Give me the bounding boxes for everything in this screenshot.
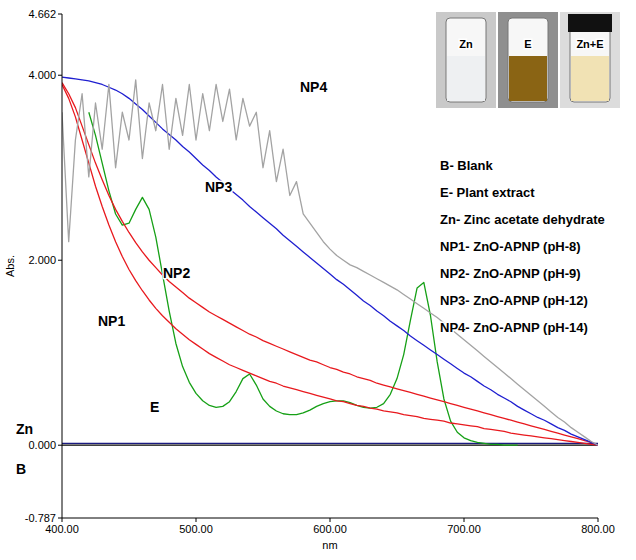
series-label: NP3 [205, 179, 232, 195]
vial [508, 18, 548, 102]
y-tick [58, 75, 62, 76]
series-label: Zn [16, 421, 33, 437]
key-line: NP2- ZnO-APNP (pH-9) [440, 266, 581, 281]
y-axis-title: Abs. [4, 255, 16, 277]
x-tick-label: 700.00 [447, 523, 481, 535]
series-label: NP1 [98, 313, 125, 329]
x-tick-label: 800.00 [581, 523, 615, 535]
key-line: B- Blank [440, 158, 494, 173]
y-tick-label: 0.000 [28, 439, 56, 451]
x-axis-title: nm [322, 539, 337, 551]
key-text: B- Blank E- Plant extract Zn- Zinc acetate… [440, 158, 605, 335]
y-tick-label: 4.000 [28, 69, 56, 81]
x-tick [330, 518, 331, 522]
y-tick-label: 4.662 [28, 8, 56, 20]
spectrum-line [62, 84, 598, 445]
x-tick-label: 400.00 [45, 523, 79, 535]
y-tick [58, 14, 62, 15]
spectrum-line [62, 80, 598, 445]
y-tick [58, 260, 62, 261]
vial-liquid [571, 56, 609, 101]
inset-label: Zn+E [576, 38, 603, 50]
y-axis [62, 14, 63, 518]
vial [446, 18, 486, 102]
x-tick-label: 600.00 [313, 523, 347, 535]
x-tick [598, 518, 599, 522]
spectrum-line [62, 443, 598, 444]
photo-panel [436, 12, 496, 108]
key-line: E- Plant extract [440, 185, 535, 200]
series-label: B [16, 461, 26, 477]
series-label: E [150, 399, 159, 415]
key-line: NP3- ZnO-APNP (pH-12) [440, 293, 588, 308]
series-labels: B Zn E NP1 NP2 NP3 NP4 [16, 79, 327, 477]
x-tick [464, 518, 465, 522]
key-line: NP4- ZnO-APNP (pH-14) [440, 320, 588, 335]
root: ZnEZn+E-0.7870.0002.0004.0004.662400.005… [0, 0, 636, 560]
spectrum-line [62, 83, 598, 446]
series-label: NP4 [300, 79, 327, 95]
chart: ZnEZn+E-0.7870.0002.0004.0004.662400.005… [0, 0, 636, 560]
photo-panel [498, 12, 558, 108]
vial-cap [568, 14, 612, 32]
key-line: NP1- ZnO-APNP (pH-8) [440, 239, 581, 254]
key-line: Zn- Zinc acetate dehydrate [440, 212, 605, 227]
inset-photo: Zn E Zn+E [436, 12, 620, 108]
y-tick [58, 445, 62, 446]
axes: -0.7870.0002.0004.0004.662400.00500.0060… [25, 8, 615, 535]
inset-label: E [524, 38, 531, 50]
photo-panel [560, 12, 620, 108]
y-tick [58, 518, 62, 519]
vial-liquid [447, 56, 485, 101]
x-tick [62, 518, 63, 522]
y-tick-label: 2.000 [28, 254, 56, 266]
lines [62, 77, 598, 445]
x-tick-label: 500.00 [179, 523, 213, 535]
series-label: NP2 [163, 265, 190, 281]
vial-liquid [509, 56, 547, 101]
inset-label: Zn [459, 38, 473, 50]
spectrum-line [62, 77, 598, 445]
x-tick [196, 518, 197, 522]
